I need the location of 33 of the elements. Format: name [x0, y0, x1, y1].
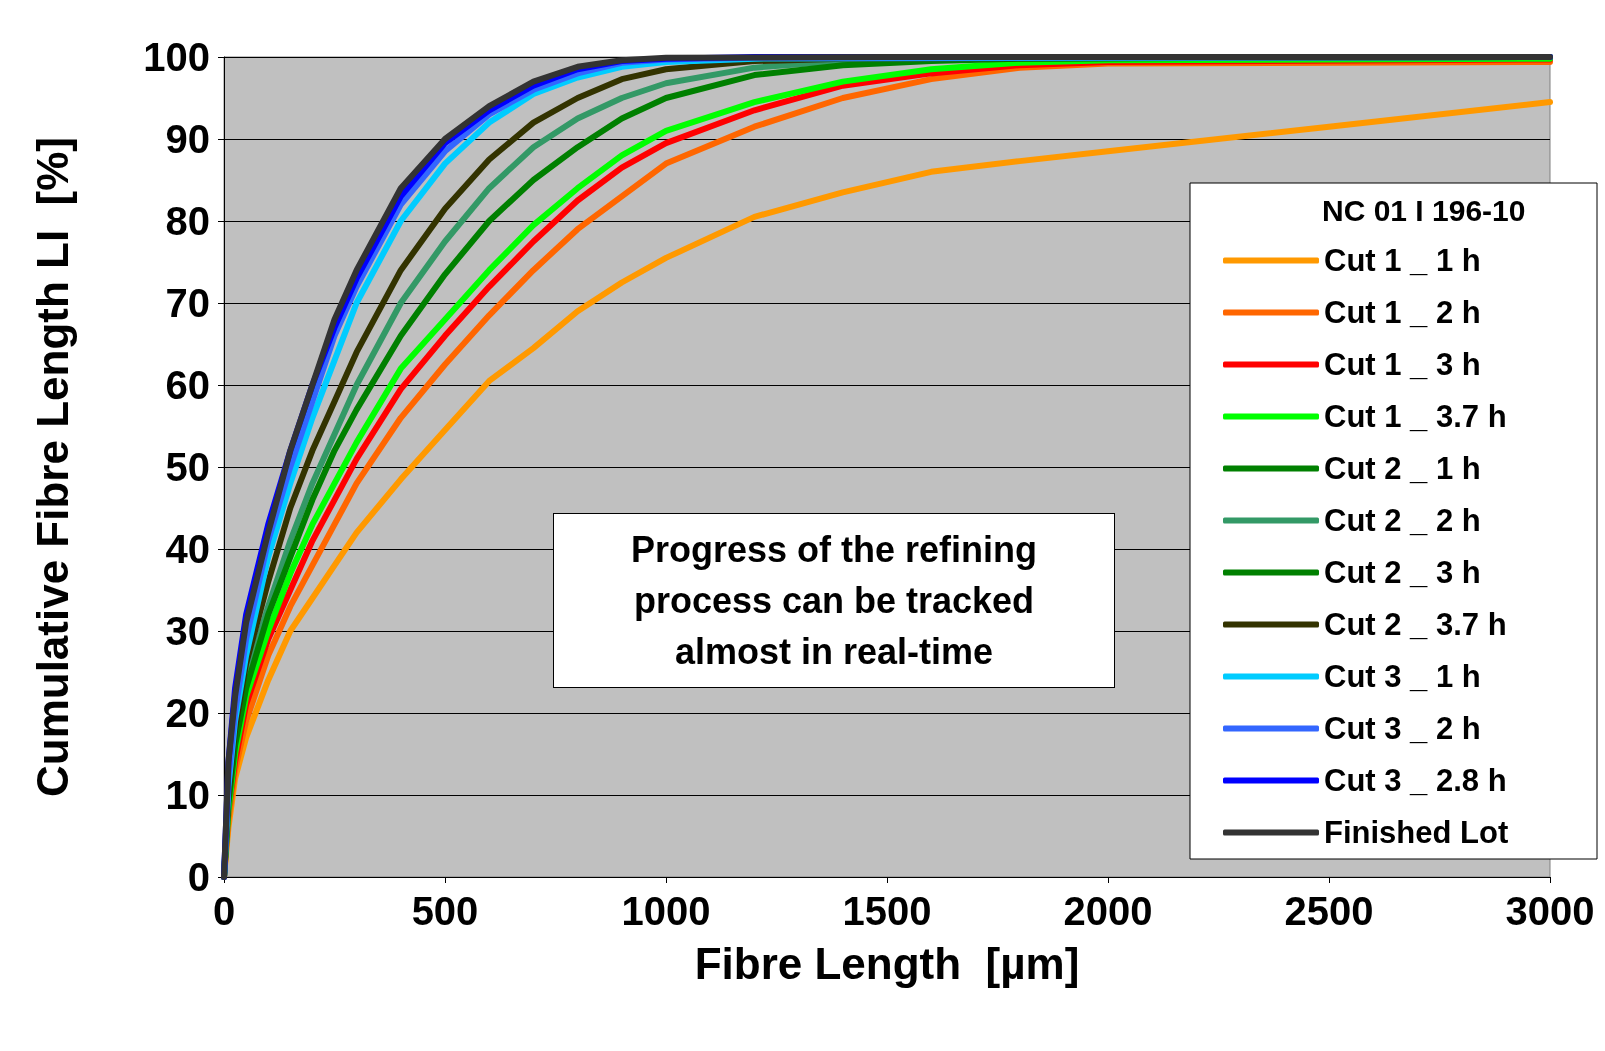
- y-tick-label: 70: [165, 281, 210, 325]
- y-tick-label: 50: [165, 445, 210, 489]
- annotation: Progress of the refining process can be tracked almost in real-time: [630, 528, 1038, 674]
- legend-label: Cut 3 _ 2.8 h: [1324, 763, 1507, 798]
- legend-label: Cut 2 _ 3.7 h: [1324, 607, 1507, 642]
- y-axis-title: Cumulative Fibre Length LI [%]: [27, 136, 77, 798]
- x-tick-label: 500: [411, 889, 479, 933]
- y-tick-label: 0: [187, 855, 210, 899]
- legend-label: Cut 3 _ 2 h: [1324, 711, 1481, 746]
- y-tick-label: 30: [165, 609, 210, 653]
- x-tick-label: 1500: [842, 889, 932, 933]
- y-tick-label: 100: [143, 35, 210, 79]
- y-tick-label: 20: [165, 691, 210, 735]
- x-tick-label: 2500: [1284, 889, 1374, 933]
- x-tick-label: 3000: [1505, 889, 1595, 933]
- legend-label: Finished Lot: [1324, 815, 1509, 850]
- x-axis-title: Fibre Length [µm]: [694, 938, 1080, 988]
- x-tick-label: 2000: [1063, 889, 1153, 933]
- legend-label: Cut 2 _ 2 h: [1324, 503, 1481, 538]
- legend-label: Cut 1 _ 3.7 h: [1324, 399, 1507, 434]
- legend-label: Cut 1 _ 2 h: [1324, 295, 1481, 330]
- x-tick-label: 1000: [621, 889, 711, 933]
- y-tick-label: 60: [165, 363, 210, 407]
- y-tick-label: 10: [165, 773, 210, 817]
- y-tick-label: 40: [165, 527, 210, 571]
- legend-label: Cut 2 _ 1 h: [1324, 451, 1481, 486]
- y-tick-label: 90: [165, 117, 210, 161]
- y-tick-label: 80: [165, 199, 210, 243]
- legend-title: NC 01 I 196-10: [1322, 193, 1526, 227]
- legend-label: Cut 2 _ 3 h: [1324, 555, 1481, 590]
- legend-label: Cut 1 _ 1 h: [1324, 243, 1481, 278]
- legend-label: Cut 3 _ 1 h: [1324, 659, 1481, 694]
- legend-label: Cut 1 _ 3 h: [1324, 347, 1481, 382]
